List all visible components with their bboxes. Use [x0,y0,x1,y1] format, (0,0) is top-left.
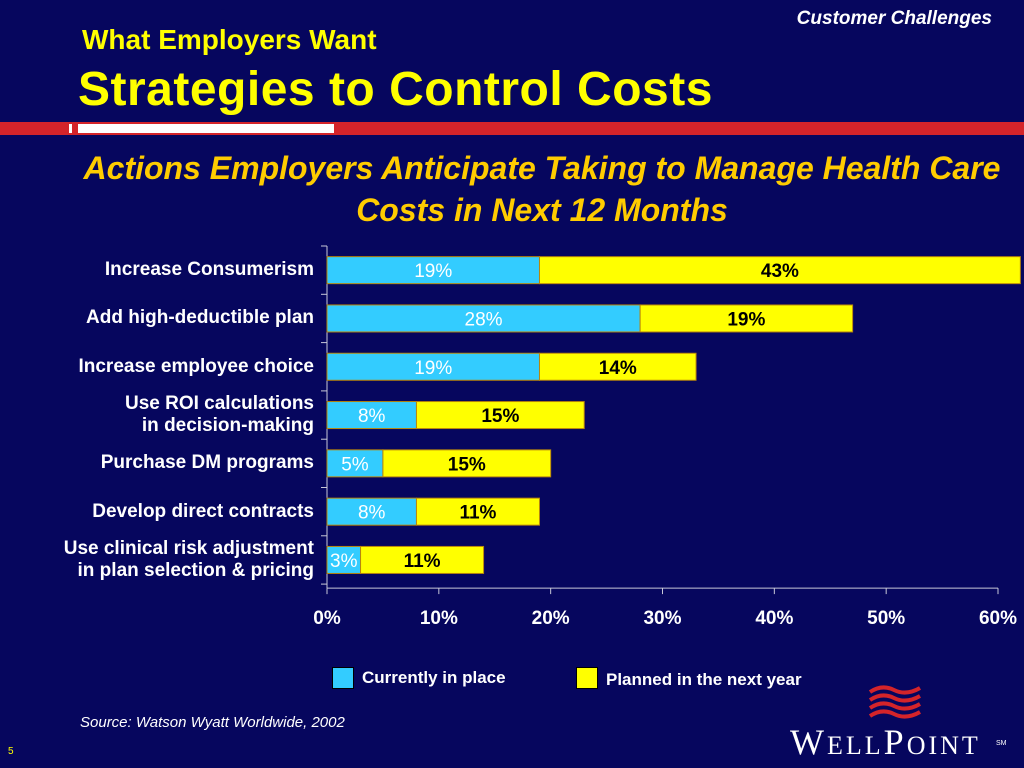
category-label: Develop direct contracts [92,501,314,523]
x-tick-label: 10% [420,608,458,629]
category-label: Add high-deductible plan [86,307,314,329]
bar-planned [639,304,854,333]
category-label-line: Develop direct contracts [92,500,314,522]
x-tick-label: 60% [979,608,1017,629]
title-rule-highlight [78,124,334,133]
logo-trademark: SM [996,740,1007,747]
bar-planned [415,401,585,430]
data-label: 8% [358,503,386,524]
data-label: 11% [404,551,441,572]
bar-current [326,256,540,285]
logo-flag-icon [868,685,921,719]
data-label: 3% [330,551,358,572]
section-label: Customer Challenges [796,8,992,29]
data-label: 14% [599,358,637,379]
data-label: 19% [727,309,765,330]
bar-planned [538,352,697,381]
legend-swatch-current [332,667,354,689]
x-tick-label: 20% [532,608,570,629]
wellpoint-logo: WELLPOINT [790,722,981,762]
slide-title: Strategies to Control Costs [78,63,713,116]
bar-planned [415,497,540,526]
category-label: Increase Consumerism [105,259,314,281]
category-label-line: Use clinical risk adjustment [63,537,314,559]
bar-planned [360,545,485,574]
data-label: 11% [459,503,496,524]
legend-label-current: Currently in place [362,668,506,687]
category-label-line: Increase Consumerism [104,259,314,281]
category-label: Use clinical risk adjustment in plan sele… [64,538,314,582]
category-label-line: Add high-deductible plan [86,307,314,329]
data-label: 8% [358,406,386,427]
data-label: 15% [448,454,486,475]
legend-swatch-planned [576,667,598,689]
x-tick-label: 50% [867,608,905,629]
data-label: 43% [761,261,799,282]
category-label-line: in decision-making [141,415,314,437]
x-tick-label: 0% [313,608,341,629]
data-label: 19% [414,358,452,379]
category-label: Increase employee choice [78,356,314,378]
title-rule-tick [0,124,72,133]
category-label-line: Use ROI calculations [124,393,314,415]
data-label: 15% [481,406,519,427]
category-label: Use ROI calculations in decision-making [125,393,314,437]
bar-planned [538,256,1021,285]
chart-title: Actions Employers Anticipate Taking to M… [83,150,1001,228]
x-tick-label: 30% [643,608,681,629]
page-number: 5 [8,746,14,757]
category-label-line: Increase employee choice [78,355,314,377]
source-note: Source: Watson Wyatt Worldwide, 2002 [80,714,345,731]
data-label: 28% [465,309,503,330]
legend-label-planned: Planned in the next year [606,670,802,689]
category-label: Purchase DM programs [101,452,314,474]
bar-current [326,449,384,478]
bar-current [326,401,417,430]
category-label-line: Purchase DM programs [100,452,314,474]
slide-kicker: What Employers Want [82,24,377,55]
bar-planned [382,449,552,478]
x-tick-label: 40% [755,608,793,629]
data-label: 5% [341,454,369,475]
category-label-line: in plan selection & pricing [77,559,314,581]
data-label: 19% [414,261,452,282]
bar-current [326,545,362,574]
